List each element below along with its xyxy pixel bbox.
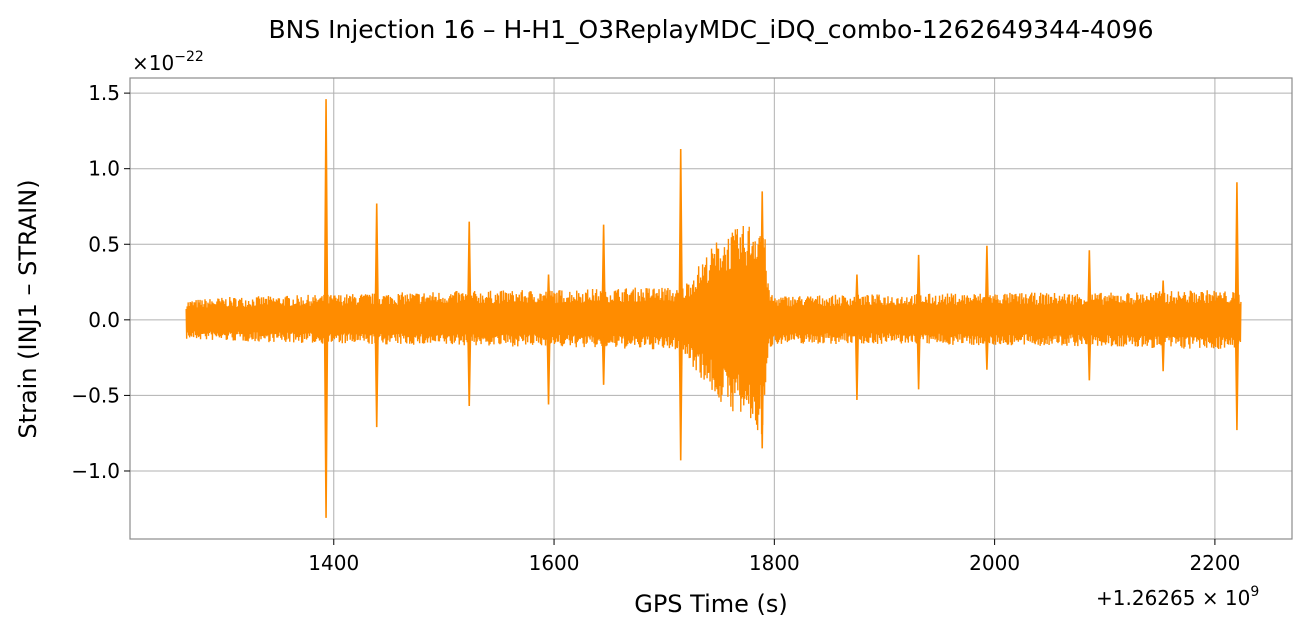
glitch-spike: [1160, 280, 1166, 372]
glitch-spike: [1087, 250, 1092, 381]
glitch-spike: [1234, 182, 1240, 431]
x-axis-label: GPS Time (s): [634, 590, 788, 618]
y-tick-label: 0.0: [88, 308, 120, 332]
axes-frame: [129, 77, 1293, 540]
glitch-spike: [854, 274, 860, 400]
glitch-spike: [546, 274, 551, 405]
glitch-spike: [678, 149, 684, 461]
y-tick-label: 1.5: [88, 81, 120, 105]
y-tick-label: 1.0: [88, 157, 120, 181]
x-tick-label: 2000: [969, 551, 1020, 575]
y-tick-label: −0.5: [71, 383, 120, 407]
axis-ticks: 1400 1600 1800 2000 2200 −1.0 −0.5 0.0 0.5 1.0 1.5: [71, 81, 1240, 575]
x-tick-label: 2200: [1189, 551, 1240, 575]
y-axis-label: Strain (INJ1 – STRAIN): [14, 179, 42, 438]
glitch-spike: [916, 254, 921, 390]
x-tick-label: 1400: [308, 551, 359, 575]
glitch-spike: [323, 99, 329, 518]
plot-area: [185, 99, 1242, 518]
glitch-spike: [374, 203, 380, 428]
x-tick-label: 1800: [749, 551, 800, 575]
glitch-spike: [984, 245, 990, 370]
y-scale-factor: ×10−22: [132, 49, 204, 75]
y-tick-label: −1.0: [71, 459, 120, 483]
y-tick-label: 0.5: [88, 232, 120, 256]
chart-title: BNS Injection 16 – H-H1_O3ReplayMDC_iDQ_…: [268, 15, 1153, 44]
glitch-spike: [759, 191, 765, 449]
glitch-spike: [601, 224, 606, 385]
x-tick-label: 1600: [529, 551, 580, 575]
strain-noise-trace: [185, 226, 1242, 435]
x-offset-label: +1.26265 × 109: [1096, 584, 1259, 610]
glitch-spike: [466, 221, 472, 407]
